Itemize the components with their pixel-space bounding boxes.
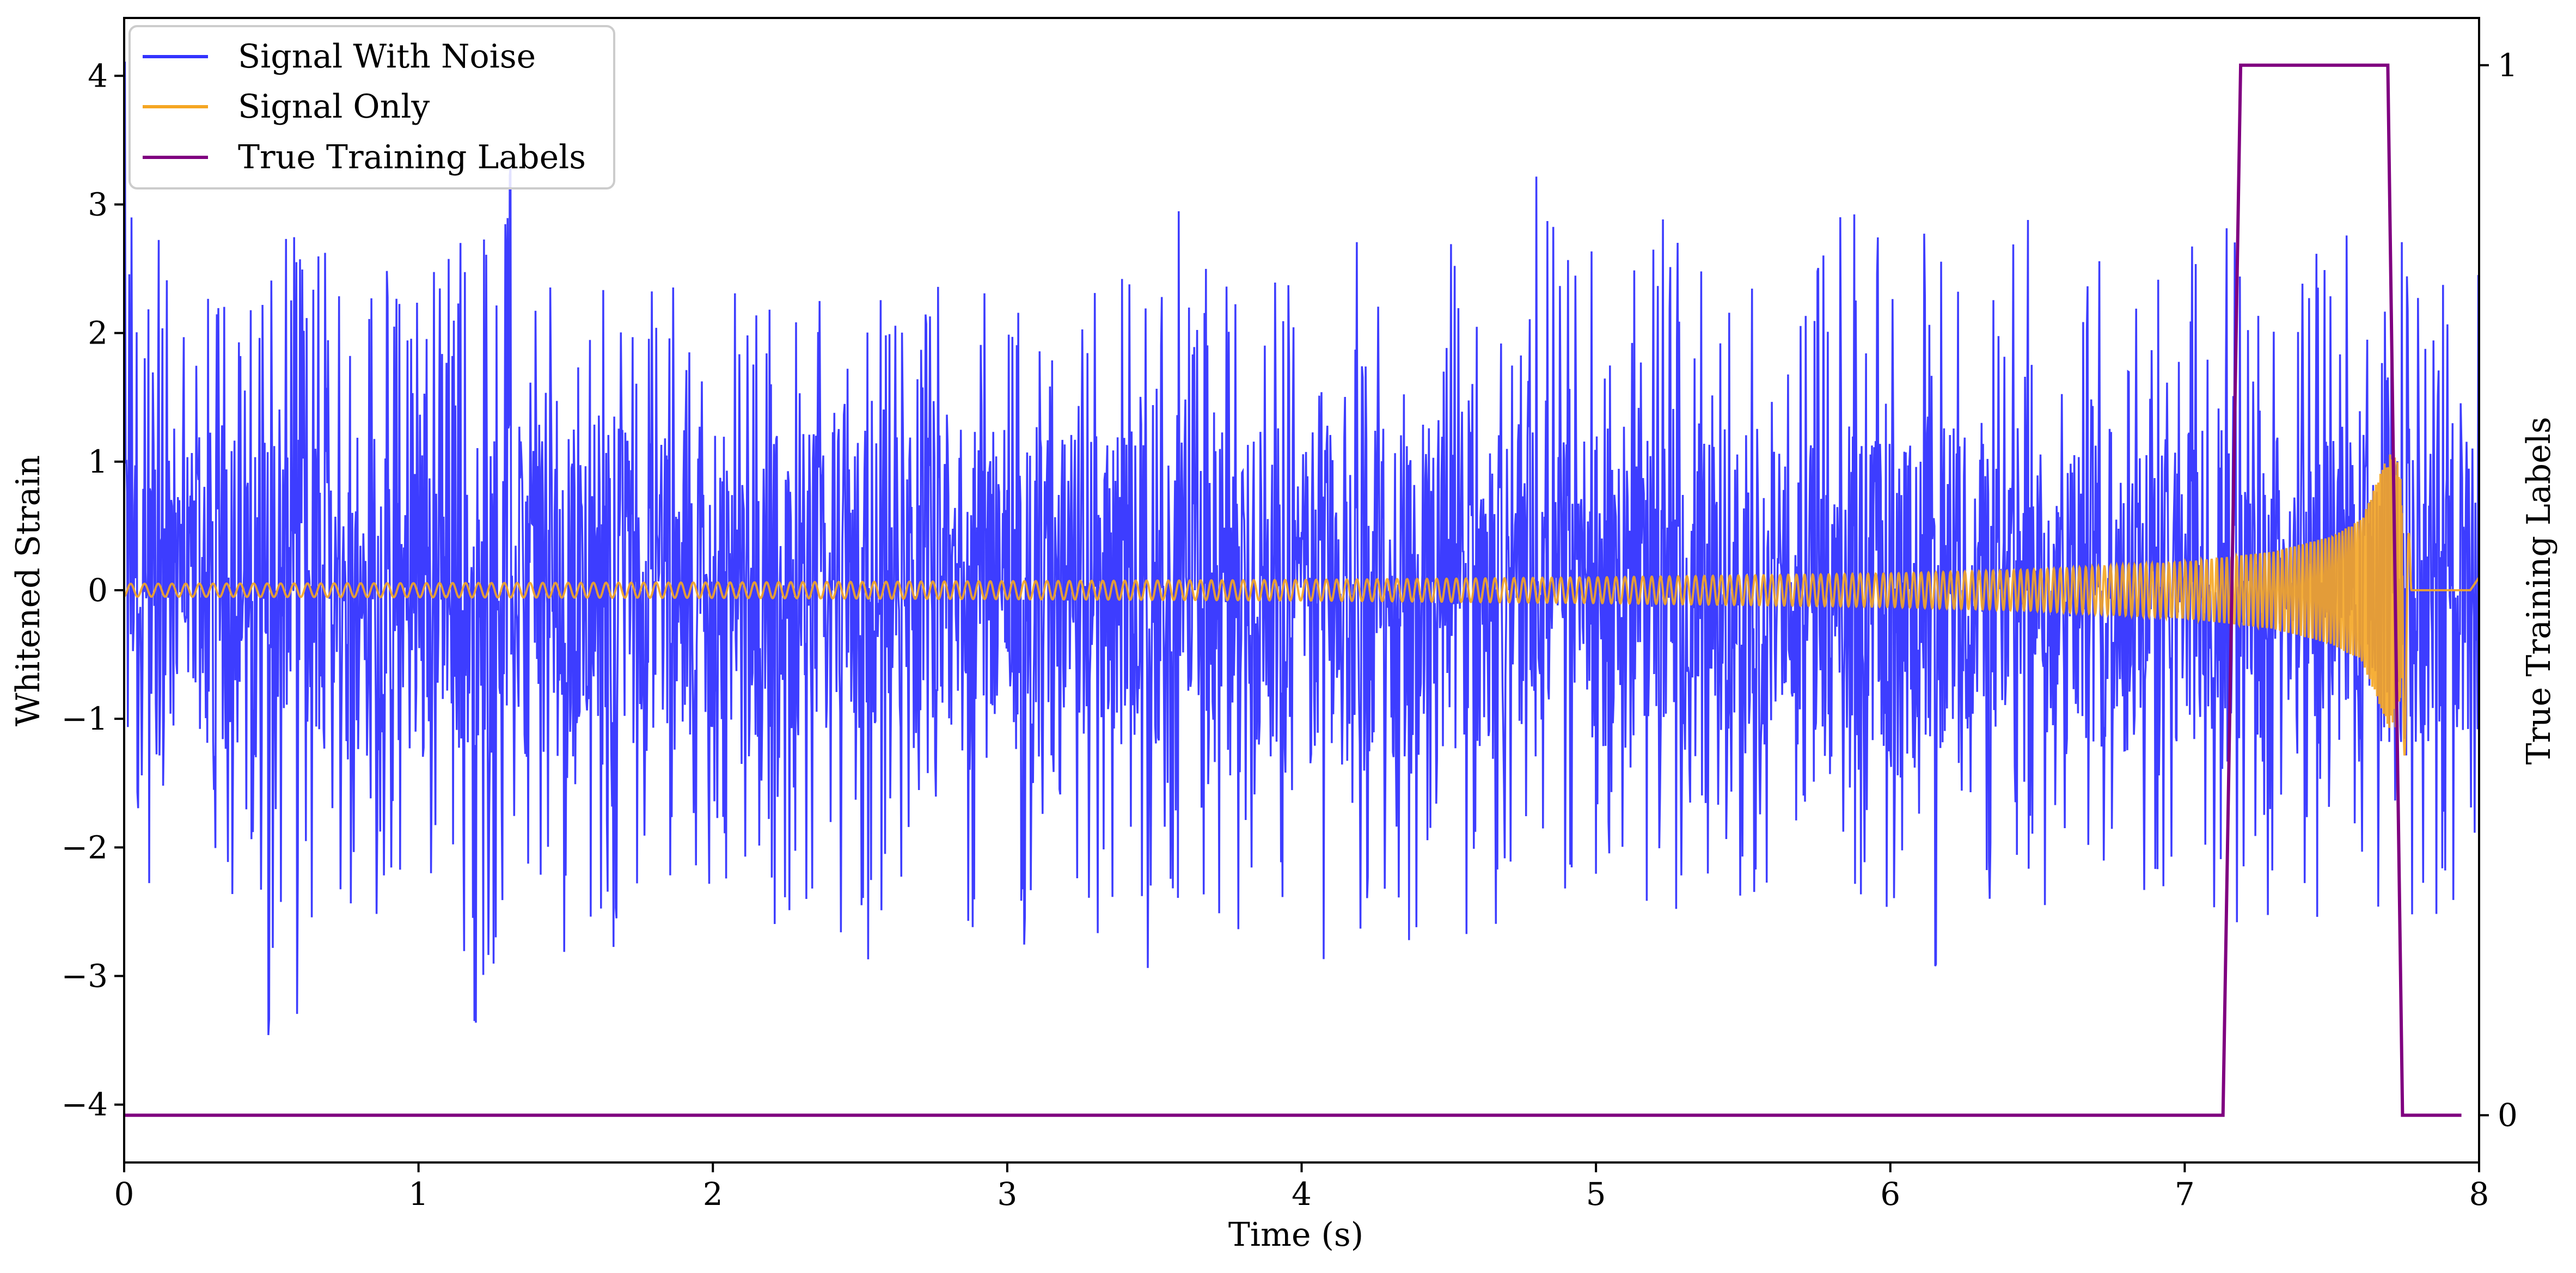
y-tick-label: 3 bbox=[88, 186, 108, 223]
legend-label-signal-only: Signal Only bbox=[238, 88, 430, 126]
right-y-tick-label: 0 bbox=[2498, 1097, 2518, 1134]
series-signal-with-noise-line bbox=[124, 62, 2479, 1036]
right-y-tick-label: 1 bbox=[2498, 47, 2518, 84]
plot-area bbox=[124, 62, 2479, 1117]
x-tick-label: 1 bbox=[408, 1176, 429, 1213]
x-tick-label: 2 bbox=[703, 1176, 723, 1213]
y-tick-label: 0 bbox=[88, 572, 108, 609]
y-tick-label: 4 bbox=[88, 57, 108, 94]
x-tick-label: 4 bbox=[1292, 1176, 1312, 1213]
x-tick-label: 3 bbox=[997, 1176, 1017, 1213]
x-tick-label: 7 bbox=[2175, 1176, 2195, 1213]
x-tick-label: 6 bbox=[1880, 1176, 1900, 1213]
series-true-training-labels-line bbox=[124, 63, 2462, 1117]
y-tick-label: −2 bbox=[62, 829, 108, 866]
legend-label-signal-with-noise: Signal With Noise bbox=[238, 38, 536, 76]
y-axis-title: Whitened Strain bbox=[9, 455, 47, 726]
x-tick-label: 0 bbox=[114, 1176, 134, 1213]
series-signal-only-line bbox=[124, 454, 2479, 756]
x-axis-title: Time (s) bbox=[1228, 1216, 1363, 1254]
x-tick-label: 8 bbox=[2469, 1176, 2489, 1213]
plot-series-group bbox=[124, 62, 2479, 1117]
y-tick-label: 2 bbox=[88, 315, 108, 352]
right-y-axis-title: True Training Labels bbox=[2520, 417, 2558, 764]
legend: Signal With Noise Signal Only True Train… bbox=[129, 25, 615, 189]
axes: 0 1 2 3 4 5 6 7 8 −4 −3 −2 −1 0 1 2 3 4 0 1 bbox=[62, 17, 2518, 1213]
legend-box bbox=[129, 25, 615, 189]
y-tick-label: 1 bbox=[88, 443, 108, 480]
y-tick-label: −1 bbox=[62, 700, 108, 737]
x-tick-label: 5 bbox=[1586, 1176, 1606, 1213]
y-tick-label: −4 bbox=[62, 1086, 108, 1123]
y-tick-label: −3 bbox=[62, 958, 108, 995]
legend-label-true-training-labels: True Training Labels bbox=[238, 138, 586, 176]
